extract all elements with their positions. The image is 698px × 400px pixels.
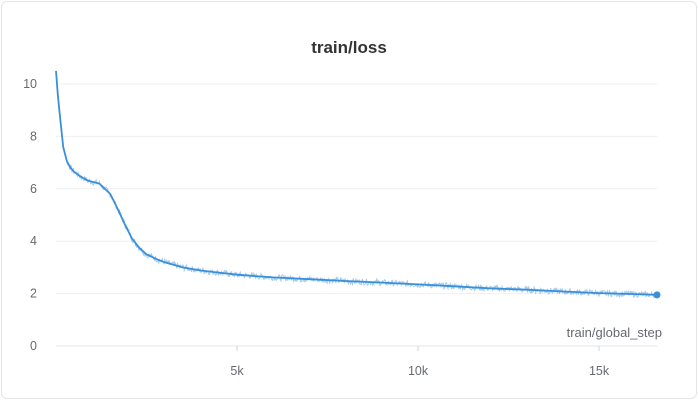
y-tick-label: 8 — [30, 129, 37, 143]
y-tick-label: 6 — [30, 182, 37, 196]
series-end-point — [653, 291, 661, 299]
grid-lines — [56, 83, 657, 295]
chart-title: train/loss — [311, 38, 387, 57]
tick-labels: 0 2 4 6 8 10 5k 10k 15k train/global_step — [23, 77, 662, 378]
x-tick-label: 10k — [408, 364, 429, 378]
x-tick-label: 15k — [589, 364, 610, 378]
x-axis-title: train/global_step — [567, 325, 662, 340]
y-tick-label: 0 — [30, 339, 37, 353]
series-line — [55, 70, 658, 296]
axes — [56, 345, 657, 351]
y-tick-label: 10 — [23, 77, 37, 91]
series-layer — [55, 70, 661, 299]
y-tick-label: 4 — [30, 234, 37, 248]
series-raw-line — [55, 70, 658, 299]
x-tick-label: 5k — [230, 364, 244, 378]
y-tick-label: 2 — [30, 287, 37, 301]
